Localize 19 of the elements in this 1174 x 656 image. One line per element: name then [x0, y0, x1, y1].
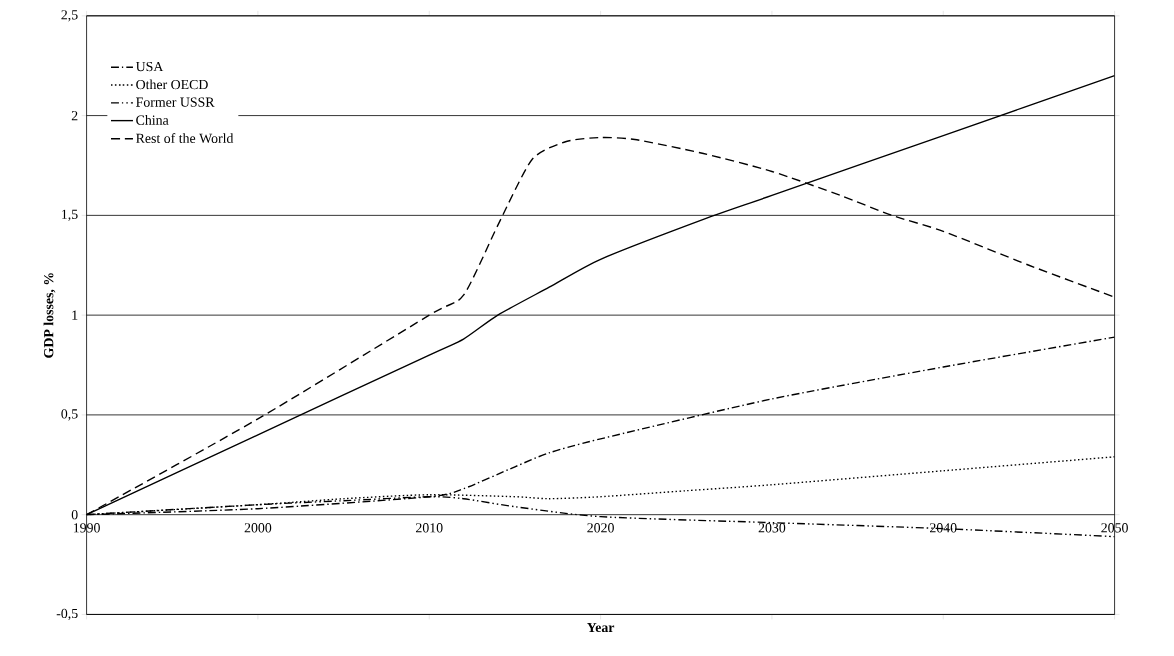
y-tick-label: 1,5 — [62, 209, 78, 221]
x-tick-label: 2000 — [244, 523, 272, 533]
y-tick-label: 1 — [72, 310, 78, 320]
x-tick-label: 2010 — [416, 523, 443, 533]
legend-label: China — [136, 115, 169, 125]
legend-label: USA — [135, 61, 164, 72]
y-tick-label: 2,5 — [61, 10, 78, 22]
y-tick-label: 2 — [71, 111, 78, 121]
y-axis-title: GDP losses, % — [43, 273, 56, 358]
x-tick-label: 2020 — [587, 523, 614, 533]
x-tick-label: 2030 — [758, 523, 786, 533]
y-tick-label: -0,5 — [56, 608, 78, 621]
x-axis-title: Year — [586, 622, 615, 633]
legend-label: Former USSR — [136, 97, 215, 107]
x-tick-label: 2040 — [930, 523, 957, 533]
y-tick-label: 0 — [71, 509, 78, 520]
y-tick-label: 0,5 — [61, 409, 78, 421]
legend-label: Other OECD — [136, 79, 208, 90]
legend-label: Rest of the World — [136, 133, 234, 144]
